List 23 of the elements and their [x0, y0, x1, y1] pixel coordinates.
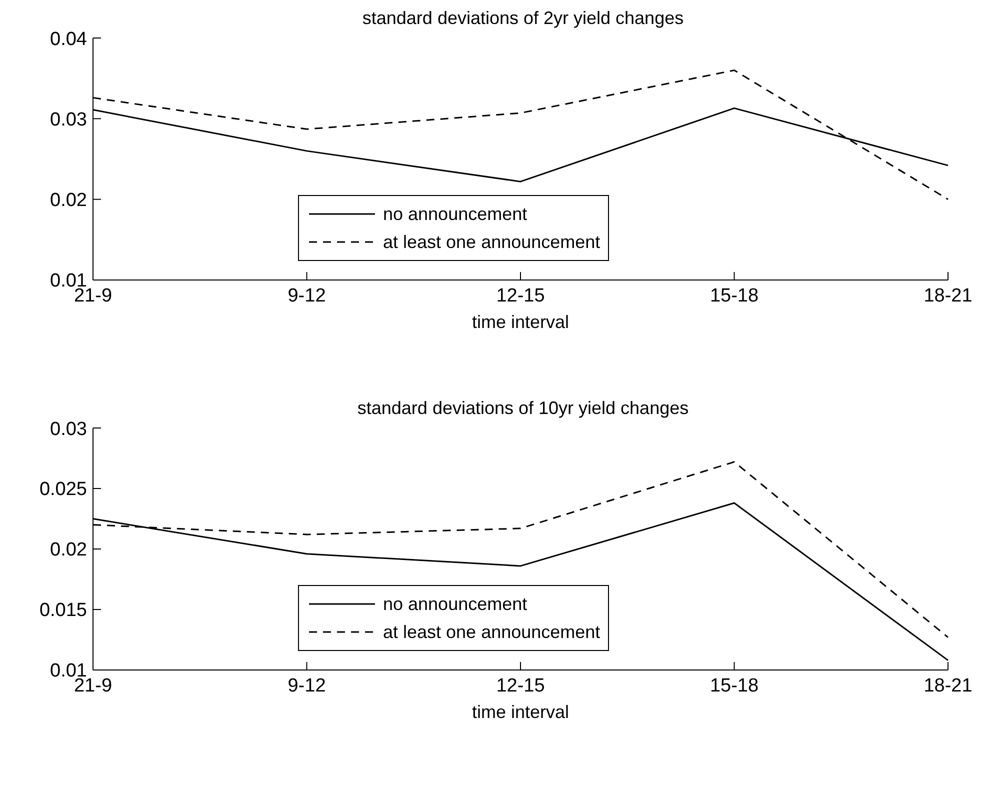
y-tick-label: 0.02 [50, 190, 87, 212]
x-tick-label: 18-21 [924, 675, 972, 696]
x-axis-title: time interval [472, 312, 570, 332]
x-tick-label: 9-12 [288, 285, 326, 306]
x-tick-label: 12-15 [496, 285, 545, 306]
y-tick-label: 0.03 [50, 109, 87, 130]
x-tick-label: 9-12 [288, 675, 326, 696]
legend-label: no announcement [383, 204, 528, 224]
legend-label: at least one announcement [383, 622, 600, 642]
y-tick-label: 0.02 [50, 540, 87, 561]
x-tick-label: 18-21 [924, 285, 972, 306]
x-axis-title: time interval [472, 702, 570, 722]
y-tick-label: 0.025 [39, 479, 87, 500]
x-tick-label: 12-15 [496, 675, 545, 696]
x-tick-label: 15-18 [710, 285, 759, 306]
chart-title: standard deviations of 10yr yield changes [356, 398, 690, 420]
legend-label: no announcement [383, 594, 528, 614]
y-tick-label: 0.03 [50, 418, 87, 440]
y-tick-label: 0.015 [39, 600, 87, 622]
y-tick-label: 0.04 [50, 28, 88, 50]
chart-title: standard deviations of 2yr yield changes [361, 8, 685, 30]
x-tick-label: 15-18 [710, 675, 759, 696]
legend-label: at least one announcement [383, 232, 600, 252]
